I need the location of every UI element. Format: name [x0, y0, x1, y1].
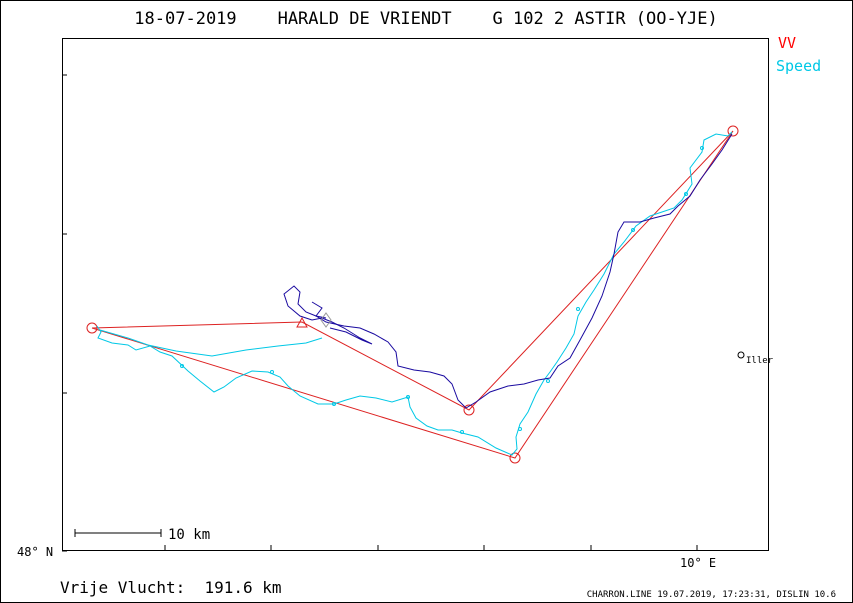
- speed-marker: [180, 364, 184, 368]
- legend-vv: VV: [778, 34, 796, 52]
- turnpoint-2: [509, 452, 521, 464]
- start-triangle: [296, 316, 308, 328]
- speed-marker: [546, 379, 550, 383]
- y-tick-label: 48° N: [17, 545, 53, 559]
- climb-track: [283, 133, 733, 409]
- start-point-marker: [320, 312, 332, 328]
- speed-marker: [684, 192, 688, 196]
- climb-track-line: [311, 317, 373, 345]
- task-leg-1: [91, 130, 734, 459]
- legend-speed: Speed: [776, 57, 821, 75]
- town-marker-icon: [737, 351, 745, 359]
- chart-title: 18-07-2019 HARALD DE VRIENDT G 102 2 AST…: [134, 9, 717, 29]
- speed-track-line: [99, 329, 323, 357]
- town-label: Iller: [746, 356, 774, 366]
- climb-track-line: [283, 133, 733, 409]
- speed-marker: [270, 370, 274, 374]
- speed-track: [96, 131, 733, 456]
- speed-marker: [460, 430, 464, 434]
- speed-marker: [332, 402, 336, 406]
- turnpoint-1: [86, 322, 98, 334]
- scale-bar: [74, 529, 162, 537]
- axis-ticks: [62, 74, 698, 552]
- credits-label: CHARRON.LINE 19.07.2019, 17:23:31, DISLI…: [587, 590, 836, 600]
- distance-label: Vrije Vlucht: 191.6 km: [60, 578, 282, 597]
- plot-frame: [62, 38, 769, 551]
- task-route: [86, 125, 739, 464]
- speed-marker: [518, 427, 522, 431]
- speed-track-line: [96, 131, 733, 456]
- climb-track-line: [311, 301, 327, 319]
- speed-marker: [406, 395, 410, 399]
- speed-marker: [700, 146, 704, 150]
- scale-bar-label: 10 km: [168, 527, 210, 543]
- turnpoint-4: [463, 404, 475, 416]
- x-tick-label: 10° E: [680, 556, 716, 570]
- turnpoint-3: [727, 125, 739, 137]
- speed-marker: [576, 307, 580, 311]
- speed-marker: [631, 228, 635, 232]
